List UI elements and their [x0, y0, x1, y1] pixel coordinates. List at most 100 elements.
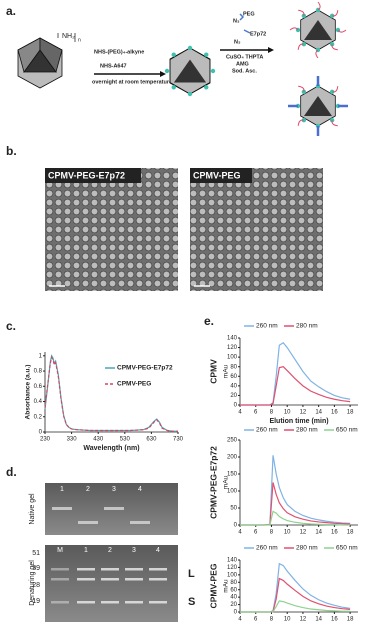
y-tick-label: 120	[227, 345, 238, 351]
x-tick-label: 12	[300, 530, 307, 536]
series-line	[240, 342, 351, 406]
y-axis-label: mAu	[223, 579, 230, 593]
gel-band	[78, 521, 98, 524]
gel-band	[149, 601, 167, 604]
marker-label: 51	[32, 550, 40, 557]
gel-band	[125, 601, 143, 604]
pendant	[329, 89, 335, 95]
x-tick-label: 18	[347, 617, 354, 623]
gel-band	[149, 568, 167, 571]
gel-band	[51, 578, 69, 581]
series-line	[240, 366, 351, 406]
peg-chain	[298, 85, 305, 92]
peg-chain	[332, 10, 339, 17]
gel-band	[77, 568, 95, 571]
tem-image	[45, 168, 178, 291]
lane-label: 1	[84, 547, 88, 554]
tem-image	[190, 168, 323, 291]
y-tick-label: 0	[39, 430, 43, 436]
row-label: CPMV-PEG-E7p72	[208, 446, 218, 519]
y-tick-label: 60	[230, 587, 237, 593]
x-tick-label: 8	[270, 410, 274, 416]
scheme-text: E7p72	[250, 31, 266, 37]
y-tick-label: 20	[230, 602, 237, 608]
peg-chain	[297, 119, 304, 126]
scheme-text: NHS-(PEG)₄-alkyne	[94, 49, 144, 55]
legend-label: 280 nm	[296, 427, 318, 434]
row-label: CPMV-PEG	[208, 563, 218, 608]
y-tick-label: 200	[227, 455, 238, 461]
peg-chain	[289, 27, 299, 31]
y-tick-label: 140	[227, 336, 238, 342]
panel-label: c.	[6, 319, 16, 333]
x-tick-label: 14	[315, 410, 322, 416]
arrow-head	[160, 71, 166, 77]
x-tick-label: 4	[238, 410, 242, 416]
y-tick-label: 250	[227, 438, 238, 444]
x-tick-label: 12	[300, 617, 307, 623]
y-tick-label: 140	[227, 558, 238, 564]
scheme-text: NH₂	[62, 33, 75, 40]
capsid-face	[173, 59, 207, 83]
marker-label: 28	[32, 582, 40, 589]
y-tick-label: 80	[230, 580, 237, 586]
gel-band	[104, 507, 124, 510]
y-tick-label: 100	[227, 355, 238, 361]
pendant	[187, 45, 193, 51]
panel-label: d.	[6, 465, 17, 479]
pendant	[301, 89, 307, 95]
peg-chain	[331, 120, 338, 127]
capsid-face	[304, 96, 332, 116]
legend-label: 280 nm	[296, 545, 318, 552]
pendant	[204, 85, 209, 90]
pendant	[301, 13, 307, 19]
panel-label: a.	[6, 4, 16, 18]
x-tick-label: 14	[315, 530, 322, 536]
band-label: S	[188, 596, 195, 608]
y-tick-label: 0	[234, 403, 238, 409]
gel-band	[125, 578, 143, 581]
series-line	[240, 510, 351, 526]
scheme-text: N₃	[233, 18, 240, 24]
gel-label: Denaturing gel	[29, 560, 36, 606]
y-tick-label: 60	[230, 374, 237, 380]
gel-band	[101, 578, 119, 581]
peg-chain	[331, 44, 338, 51]
marker-label: 19	[32, 598, 40, 605]
lane-label: 1	[60, 486, 64, 493]
arrow-head	[268, 47, 274, 53]
pendant	[171, 85, 176, 90]
lane-label: 4	[138, 486, 142, 493]
peg-chain	[298, 9, 305, 16]
gel-band	[77, 578, 95, 581]
legend-label: CPMV-PEG	[117, 381, 151, 388]
lane-label: 2	[86, 486, 90, 493]
x-tick-label: 730	[173, 437, 184, 443]
x-tick-label: 6	[254, 410, 258, 416]
gel-band	[52, 507, 72, 510]
x-tick-label: 18	[347, 410, 354, 416]
x-tick-label: 6	[254, 530, 258, 536]
lane-label: M	[57, 547, 63, 554]
lane-label: 2	[108, 547, 112, 554]
tem-label-bg	[45, 168, 141, 183]
scheme-text: overnight at room temperature	[92, 79, 172, 85]
x-axis-label: Elution time (min)	[269, 418, 328, 425]
peg-chain	[332, 86, 339, 93]
x-tick-label: 630	[146, 437, 157, 443]
y-tick-label: 0	[234, 523, 238, 529]
x-tick-label: 10	[284, 410, 291, 416]
x-tick-label: 230	[40, 437, 51, 443]
legend-label: 260 nm	[256, 323, 278, 330]
gel-band	[125, 568, 143, 571]
pendant	[210, 68, 216, 74]
series-line	[240, 600, 351, 613]
series-line	[240, 577, 351, 613]
x-axis-label: Wavelength (nm)	[83, 445, 139, 452]
gel-band	[149, 578, 167, 581]
row-label: CPMV	[208, 359, 218, 384]
x-tick-label: 430	[93, 437, 104, 443]
gel-band	[101, 601, 119, 604]
gel-label: Native gel	[29, 493, 36, 525]
